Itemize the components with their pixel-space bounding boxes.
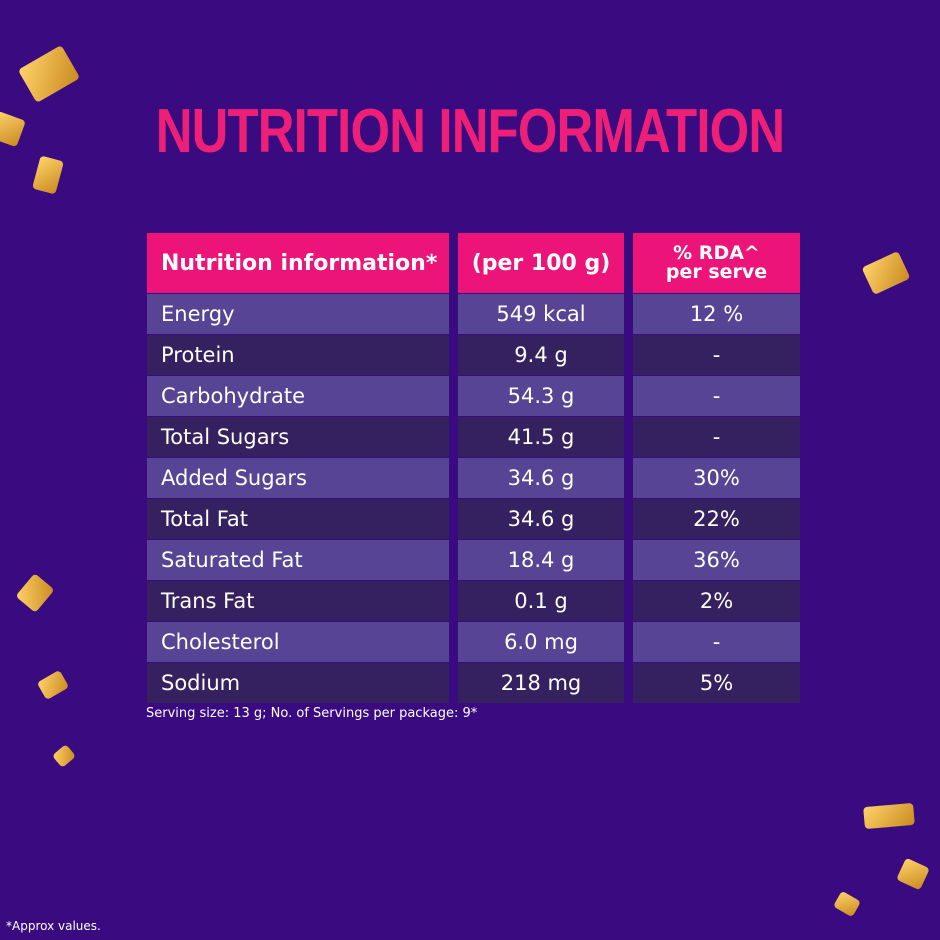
nutrient-name: Saturated Fat [147,540,449,580]
rda-value: 5% [633,663,800,703]
nut-piece-decoration [896,857,930,891]
per-100g-value: 34.6 g [458,458,624,498]
approx-note: *Approx values. [6,919,101,933]
header-rda-line1: % RDA^ [673,242,760,264]
nutrient-name: Cholesterol [147,622,449,662]
table-row: Carbohydrate 54.3 g- [147,375,800,416]
nutrient-name: Added Sugars [147,458,449,498]
table-header: Nutrition information* (per 100 g) % RDA… [147,233,800,293]
nut-piece-decoration [15,573,55,613]
nut-piece-decoration [36,669,70,701]
table-row: Trans Fat 0.1 g 2% [147,580,800,621]
nut-piece-decoration [861,250,911,296]
table-row: Total Fat 34.6 g 22% [147,498,800,539]
page-title: NUTRITION INFORMATION [155,97,785,166]
nut-piece-decoration [863,802,915,830]
nutrient-name: Total Fat [147,499,449,539]
rda-value: - [633,335,800,375]
rda-value: 36% [633,540,800,580]
per-100g-value: 9.4 g [458,335,624,375]
per-100g-value: 218 mg [458,663,624,703]
rda-value: - [633,417,800,457]
rda-value: 12 % [633,294,800,334]
header-per-100g: (per 100 g) [458,233,624,293]
nutrient-name: Carbohydrate [147,376,449,416]
nutrient-name: Sodium [147,663,449,703]
per-100g-value: 549 kcal [458,294,624,334]
per-100g-value: 54.3 g [458,376,624,416]
nutrient-name: Total Sugars [147,417,449,457]
table-row: Protein 9.4 g- [147,334,800,375]
table-row: Added Sugars 34.6 g 30% [147,457,800,498]
nut-piece-decoration [32,155,64,195]
per-100g-value: 41.5 g [458,417,624,457]
table-row: Saturated Fat 18.4 g 36% [147,539,800,580]
rda-value: - [633,376,800,416]
per-100g-value: 6.0 mg [458,622,624,662]
table-row: Energy 549 kcal 12 % [147,293,800,334]
header-nutrient: Nutrition information* [147,233,449,293]
serving-note: Serving size: 13 g; No. of Servings per … [146,706,478,721]
header-rda-line2: per serve [665,261,768,283]
table-row: Total Sugars 41.5 g- [147,416,800,457]
nutrient-name: Energy [147,294,449,334]
nutrient-name: Protein [147,335,449,375]
nut-piece-decoration [51,744,77,768]
nutrition-table: Nutrition information* (per 100 g) % RDA… [147,233,800,703]
header-rda: % RDA^ per serve [633,233,800,293]
per-100g-value: 34.6 g [458,499,624,539]
rda-value: 30% [633,458,800,498]
nut-piece-decoration [832,890,862,918]
nut-piece-decoration [0,110,26,148]
per-100g-value: 0.1 g [458,581,624,621]
nut-piece-decoration [17,45,81,103]
nutrient-name: Trans Fat [147,581,449,621]
table-row: Cholesterol 6.0 mg - [147,621,800,662]
table-row: Sodium 218 mg 5% [147,662,800,703]
per-100g-value: 18.4 g [458,540,624,580]
rda-value: 22% [633,499,800,539]
rda-value: 2% [633,581,800,621]
rda-value: - [633,622,800,662]
